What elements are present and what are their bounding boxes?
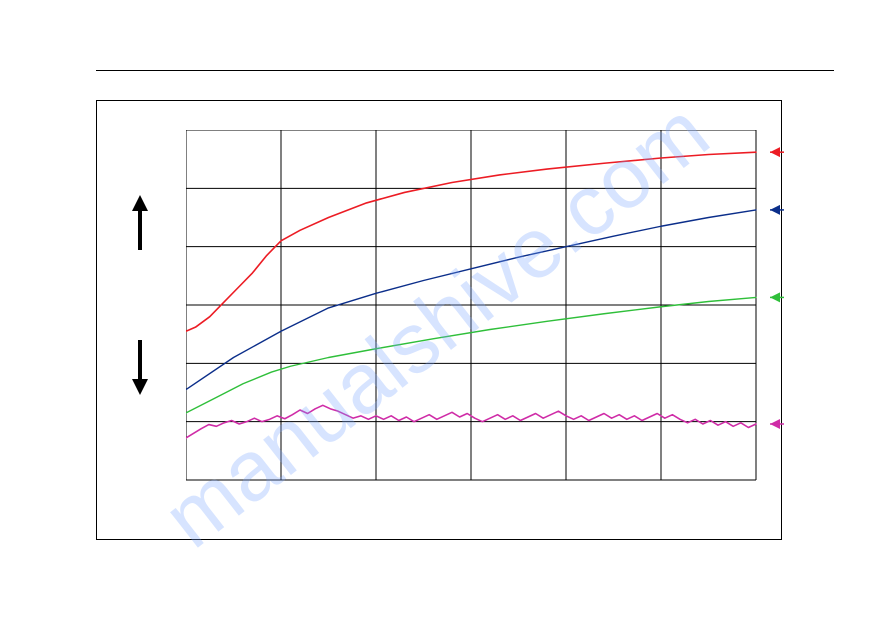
page-root: manualshive.com [0, 0, 891, 621]
top-divider [96, 70, 834, 71]
chart-plot-area [186, 130, 756, 480]
chart-svg [186, 130, 816, 482]
